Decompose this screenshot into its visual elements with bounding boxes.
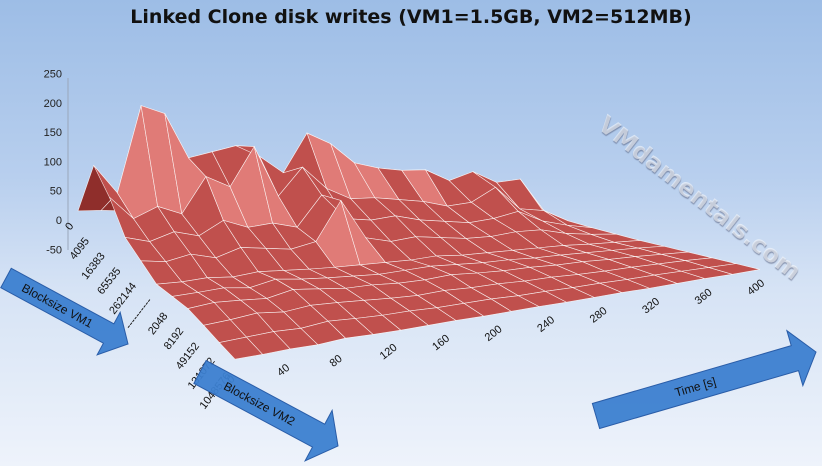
depth-tick-label: 8192 [162,325,187,352]
depth-tick-label: 49152 [174,340,202,371]
chart-title: Linked Clone disk writes (VM1=1.5GB, VM2… [130,6,692,28]
z-tick-label: 200 [44,98,62,110]
depth-tick-label: 4095 [68,235,93,262]
time-tick-label: 160 [430,332,452,353]
z-tick-label: 250 [44,69,62,81]
time-tick-label: 120 [378,342,400,363]
depth-tick-label: 65535 [95,265,123,296]
z-tick-label: 50 [50,186,62,198]
blocksize-vm2-arrow [193,359,339,462]
depth-tick-label: 16383 [79,250,107,281]
time-arrow [591,329,817,430]
z-tick-label: 100 [44,156,62,168]
time-tick-label: 80 [328,353,345,370]
z-tick-label: -50 [46,244,62,256]
time-tick-label: 320 [640,296,662,317]
time-tick-label: 200 [483,323,505,344]
time-tick-label: 360 [693,286,715,307]
time-tick-label: 40 [275,362,292,379]
depth-tick-label: 0 [63,220,76,232]
surface-cell [708,263,761,275]
z-tick-label: 150 [44,127,62,139]
blocksize-vm1-arrow [0,267,129,356]
z-tick-label: 0 [56,215,62,227]
time-tick-label: 280 [588,305,610,326]
blocksize-vm1-arrow-label: Blocksize VM1 [19,281,95,331]
depth-tick-label: 2048 [146,310,171,337]
time-tick-label: 400 [745,277,767,298]
time-tick-label: 240 [535,314,557,335]
